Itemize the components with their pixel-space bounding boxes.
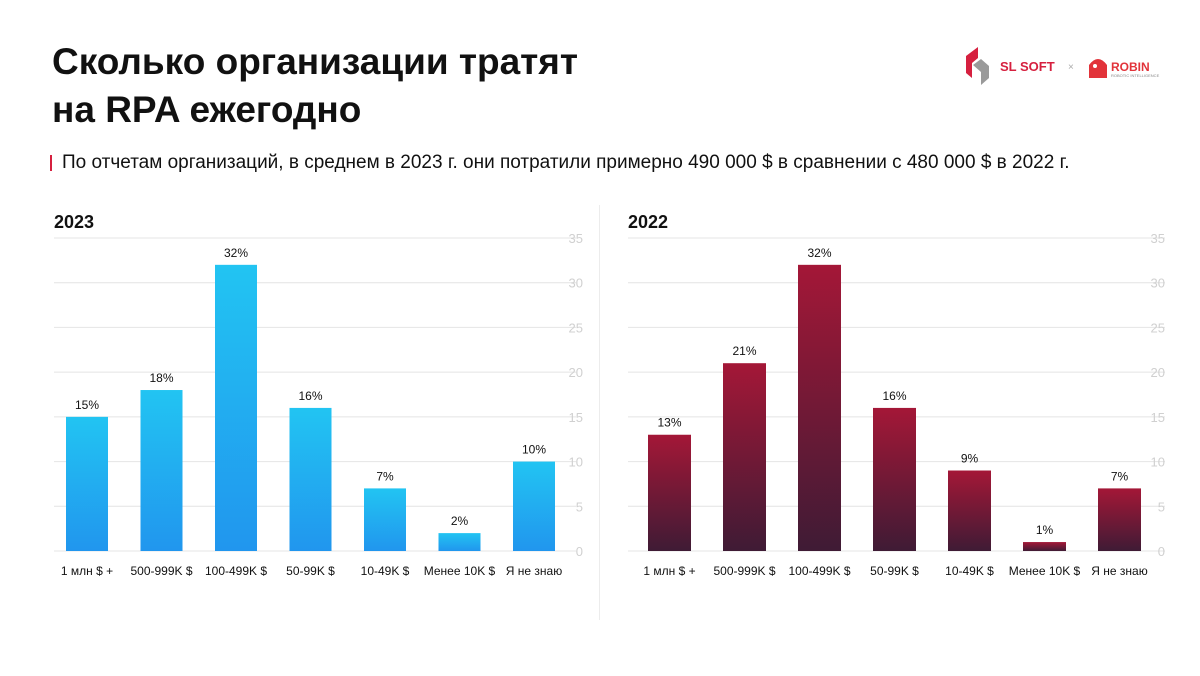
chart-2023-title: 2023: [54, 212, 95, 232]
chart-2022-category-label: Я не знаю: [1091, 564, 1147, 578]
sl-soft-logo: SL SOFT: [966, 47, 1055, 85]
chart-2022-data-label: 21%: [732, 344, 756, 358]
sl-soft-logo-mark-grey: [973, 59, 989, 85]
chart-2022-ytick-label: 20: [1151, 365, 1165, 380]
chart-2023-ytick-label: 30: [569, 276, 583, 291]
chart-2022-ytick-label: 30: [1151, 276, 1165, 291]
chart-2022-category-label: 100-499K $: [788, 564, 850, 578]
chart-2023-category-label: 100-499K $: [205, 564, 267, 578]
chart-2023-category-label: 500-999K $: [130, 564, 192, 578]
chart-2023-plot: 0 5 10 15 20 25 30 35 15% 1 млн $ + 18% 500-999K $ 3…: [54, 231, 583, 578]
chart-2022-ytick-label: 35: [1151, 231, 1165, 246]
chart-2022-data-label: 13%: [657, 416, 681, 430]
sl-soft-logo-mark-red: [966, 47, 978, 78]
chart-2023-ytick-label: 20: [569, 365, 583, 380]
chart-2022-ytick-label: 0: [1158, 544, 1165, 559]
logo-separator: ×: [1068, 62, 1074, 73]
sl-soft-logo-text: SL SOFT: [1000, 59, 1055, 74]
chart-2023-ytick-label: 15: [569, 410, 583, 425]
partner-logos-graphic: SL SOFT × ROBIN ROBOTIC INTELLIGENCE: [966, 47, 1160, 85]
chart-2022-bar: [1023, 542, 1066, 551]
chart-2023-ytick-label: 10: [569, 455, 583, 470]
chart-2022-bar: [723, 363, 766, 551]
chart-2023-data-label: 15%: [75, 398, 99, 412]
chart-2022-bar: [1098, 488, 1141, 551]
chart-2023-category-label: 1 млн $ +: [61, 564, 113, 578]
chart-2023-ytick-label: 0: [576, 544, 583, 559]
chart-2023-category-label: 10-49K $: [361, 564, 410, 578]
chart-2023-ytick-label: 35: [569, 231, 583, 246]
chart-2023-bar: [364, 488, 406, 551]
chart-2022-category-label: 1 млн $ +: [643, 564, 695, 578]
chart-2023-bar: [513, 461, 555, 551]
chart-2023-category-label: Менее 10K $: [424, 564, 496, 578]
chart-2022-category-label: 50-99K $: [870, 564, 919, 578]
chart-2023-category-label: 50-99K $: [286, 564, 335, 578]
page-title-line-2: на RPA ежегодно: [52, 89, 362, 130]
chart-2023-ytick-label: 25: [569, 320, 583, 335]
chart-2022-data-label: 32%: [807, 246, 831, 260]
robin-logo-tagline: ROBOTIC INTELLIGENCE: [1111, 73, 1160, 78]
chart-2023-data-label: 18%: [149, 371, 173, 385]
chart-2022-category-label: 10-49K $: [945, 564, 994, 578]
chart-2023-category-label: Я не знаю: [506, 564, 562, 578]
chart-2023-data-label: 32%: [224, 246, 248, 260]
chart-2023-bar: [438, 533, 481, 551]
chart-2022-ytick-label: 5: [1158, 499, 1165, 514]
chart-2022-data-label: 1%: [1036, 523, 1054, 537]
chart-2022-category-label: 500-999K $: [713, 564, 775, 578]
chart-2022-title: 2022: [628, 212, 669, 232]
robin-logo-text: ROBIN: [1111, 60, 1150, 74]
chart-2022-plot: 0 5 10 15 20 25 30 35 13% 1 млн $ + 21% 500-999K $ 3…: [628, 231, 1168, 578]
chart-2022-ytick-label: 10: [1151, 455, 1165, 470]
chart-2023-data-label: 2%: [451, 514, 469, 528]
chart-2023-ytick-label: 5: [576, 499, 583, 514]
subtitle-accent-bar: [50, 155, 52, 171]
robin-logo-mark: [1089, 59, 1107, 78]
chart-2022-data-label: 16%: [882, 389, 906, 403]
chart-2023-bar: [215, 264, 257, 551]
chart-divider: [599, 205, 600, 620]
chart-2023-bar: [289, 407, 332, 551]
chart-2022-ytick-label: 25: [1151, 320, 1165, 335]
chart-2023-bar: [66, 416, 108, 551]
page-title-line-1: Сколько организации тратят: [52, 41, 579, 82]
subtitle: По отчетам организаций, в среднем в 2023…: [50, 152, 1069, 174]
chart-2023-data-label: 7%: [376, 469, 394, 483]
chart-2023-bar: [140, 390, 183, 551]
chart-2022-data-label: 7%: [1111, 469, 1129, 483]
chart-2022-bar: [798, 264, 841, 551]
chart-2022-ytick-label: 15: [1151, 410, 1165, 425]
subtitle-text: По отчетам организаций, в среднем в 2023…: [62, 152, 1070, 173]
chart-2022-category-label: Менее 10K $: [1009, 564, 1081, 578]
chart-2023-data-label: 16%: [298, 389, 322, 403]
partner-logos: SL SOFT × ROBIN ROBOTIC INTELLIGENCE: [962, 44, 1162, 88]
chart-2022-data-label: 9%: [961, 452, 979, 466]
chart-2022-bar: [648, 434, 691, 551]
chart-2022-bar: [873, 407, 916, 551]
robin-logo-eye: [1093, 64, 1097, 68]
chart-2023-data-label: 10%: [522, 443, 546, 457]
page-title: Сколько организации тратят на RPA ежегод…: [52, 38, 578, 134]
robin-logo: ROBIN ROBOTIC INTELLIGENCE: [1089, 59, 1160, 78]
chart-2023: 2023 0 5 10 15 20 25 30 35 15% 1 млн $ + 18% 500-99…: [40, 200, 585, 600]
chart-2022-bar: [948, 470, 991, 551]
chart-2022: 2022 0 5 10 15 20 25 30 35 13% 1 млн $ + 21% 500-99…: [620, 200, 1168, 600]
